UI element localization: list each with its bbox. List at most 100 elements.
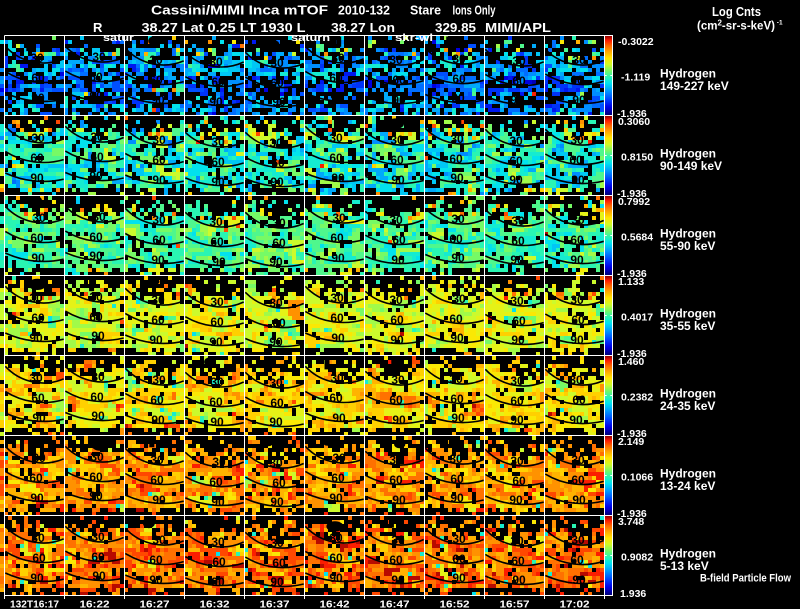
svg-text:38.27 Lon: 38.27 Lon — [331, 20, 395, 35]
svg-text:60: 60 — [270, 396, 284, 410]
svg-text:90: 90 — [269, 335, 283, 349]
svg-text:Hydrogen: Hydrogen — [660, 467, 716, 481]
svg-text:Hydrogen: Hydrogen — [660, 227, 716, 241]
svg-text:30: 30 — [89, 290, 103, 304]
svg-text:30: 30 — [449, 452, 463, 466]
svg-text:30: 30 — [210, 295, 224, 309]
svg-text:B-field Particle Flow: B-field Particle Flow — [700, 573, 791, 585]
svg-text:90: 90 — [149, 573, 163, 587]
svg-text:30: 30 — [510, 294, 524, 308]
svg-text:60: 60 — [90, 150, 104, 164]
svg-text:90: 90 — [212, 255, 226, 269]
svg-text:60: 60 — [32, 551, 46, 565]
svg-text:90: 90 — [272, 95, 286, 109]
svg-text:60: 60 — [90, 390, 104, 404]
svg-text:90: 90 — [30, 171, 44, 185]
svg-text:60: 60 — [89, 70, 103, 84]
svg-text:60: 60 — [570, 73, 584, 87]
svg-text:60: 60 — [452, 72, 466, 86]
svg-text:90: 90 — [31, 251, 45, 265]
svg-text:60: 60 — [449, 232, 463, 246]
svg-text:90: 90 — [30, 491, 44, 505]
svg-text:60: 60 — [392, 233, 406, 247]
svg-text:90: 90 — [152, 493, 166, 507]
svg-text:0.5684: 0.5684 — [621, 232, 653, 244]
svg-text:60: 60 — [31, 311, 45, 325]
svg-text:Hydrogen: Hydrogen — [660, 307, 716, 321]
svg-text:30: 30 — [209, 55, 223, 69]
svg-text:90: 90 — [209, 335, 223, 349]
svg-text:60: 60 — [209, 395, 223, 409]
svg-text:90: 90 — [451, 251, 465, 265]
svg-text:60: 60 — [329, 71, 343, 85]
svg-text:16:42: 16:42 — [320, 599, 350, 609]
svg-text:60: 60 — [511, 554, 525, 568]
svg-text:-1.119: -1.119 — [621, 72, 650, 84]
svg-text:30: 30 — [450, 132, 464, 146]
svg-text:30: 30 — [389, 213, 403, 227]
svg-text:30: 30 — [449, 372, 463, 386]
svg-text:30: 30 — [452, 532, 466, 546]
svg-text:60: 60 — [272, 316, 286, 330]
svg-text:60: 60 — [149, 73, 163, 87]
svg-text:60: 60 — [330, 311, 344, 325]
svg-text:90: 90 — [151, 93, 165, 107]
svg-text:90: 90 — [209, 95, 223, 109]
svg-text:30: 30 — [31, 531, 45, 545]
svg-text:-1.936: -1.936 — [617, 428, 647, 440]
svg-text:60: 60 — [569, 153, 583, 167]
svg-text:30: 30 — [152, 533, 166, 547]
svg-text:30: 30 — [451, 212, 465, 226]
svg-text:90: 90 — [89, 249, 103, 263]
svg-text:90: 90 — [30, 571, 44, 585]
svg-text:16:27: 16:27 — [140, 599, 170, 609]
svg-text:60: 60 — [512, 474, 526, 488]
svg-text:-0.3022: -0.3022 — [618, 36, 654, 48]
svg-text:90: 90 — [451, 91, 465, 105]
svg-text:90: 90 — [509, 173, 523, 187]
svg-text:90: 90 — [151, 253, 165, 267]
svg-text:satur: satur — [103, 32, 134, 44]
svg-text:Log Cnts: Log Cnts — [712, 5, 761, 19]
svg-text:60: 60 — [211, 155, 225, 169]
svg-text:90: 90 — [512, 573, 526, 587]
svg-text:30: 30 — [391, 533, 405, 547]
svg-text:30: 30 — [330, 371, 344, 385]
svg-text:30: 30 — [29, 371, 43, 385]
svg-text:90: 90 — [149, 333, 163, 347]
svg-text:90: 90 — [510, 413, 524, 427]
svg-text:30: 30 — [32, 451, 46, 465]
svg-text:60: 60 — [152, 153, 166, 167]
svg-text:90: 90 — [572, 573, 586, 587]
svg-text:60: 60 — [212, 555, 226, 569]
svg-text:60: 60 — [272, 556, 286, 570]
svg-text:0.7992: 0.7992 — [618, 196, 650, 208]
svg-text:90: 90 — [450, 331, 464, 345]
svg-text:60: 60 — [31, 391, 45, 405]
svg-text:30: 30 — [452, 292, 466, 306]
svg-text:60: 60 — [329, 151, 343, 165]
svg-text:30: 30 — [329, 131, 343, 145]
svg-text:90: 90 — [392, 413, 406, 427]
svg-text:30: 30 — [31, 131, 45, 145]
svg-text:90: 90 — [331, 171, 345, 185]
svg-text:(cm2-sr-s-keV) -1: (cm2-sr-s-keV) -1 — [697, 19, 783, 33]
svg-text:60: 60 — [452, 552, 466, 566]
svg-text:60: 60 — [570, 233, 584, 247]
svg-text:16:57: 16:57 — [500, 599, 530, 609]
svg-text:30: 30 — [212, 455, 226, 469]
svg-text:60: 60 — [390, 313, 404, 327]
svg-text:60: 60 — [270, 76, 284, 90]
svg-text:17:02: 17:02 — [560, 599, 590, 609]
svg-text:90: 90 — [390, 333, 404, 347]
svg-text:0.9082: 0.9082 — [621, 552, 653, 564]
svg-text:60: 60 — [509, 154, 523, 168]
svg-text:60: 60 — [449, 152, 463, 166]
svg-text:90: 90 — [92, 569, 106, 583]
svg-text:90: 90 — [270, 575, 284, 589]
svg-text:90: 90 — [331, 331, 345, 345]
svg-text:60: 60 — [30, 231, 44, 245]
svg-text:30: 30 — [152, 133, 166, 147]
svg-text:-1.936: -1.936 — [617, 188, 647, 200]
svg-text:16:52: 16:52 — [440, 599, 470, 609]
